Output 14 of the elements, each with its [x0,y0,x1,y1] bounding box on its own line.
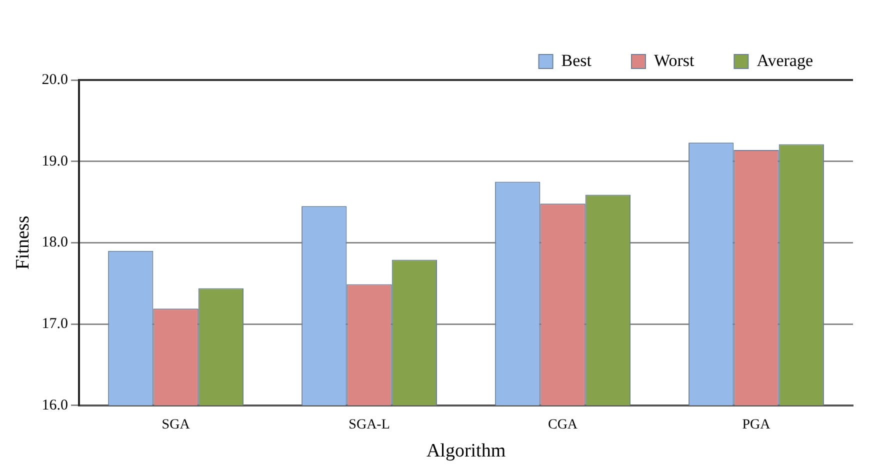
x-tick-label: SGA [162,417,191,432]
legend-label: Best [561,50,592,70]
y-tick-label: 17.0 [42,316,68,332]
x-tick-label: PGA [742,417,772,432]
x-axis-title: Algorithm [426,440,506,462]
y-tick-label: 16.0 [42,397,68,414]
y-tick-label: 20.0 [42,72,68,88]
y-tick-label: 19.0 [42,153,68,170]
x-tick-label: SGA-L [348,417,390,432]
x-tick-label: CGA [548,417,578,432]
y-tick-label: 18.0 [42,234,68,251]
y-axis-title: Fitness [12,216,34,270]
legend-label: Average [756,50,813,70]
legend-label: Worst [654,50,694,70]
